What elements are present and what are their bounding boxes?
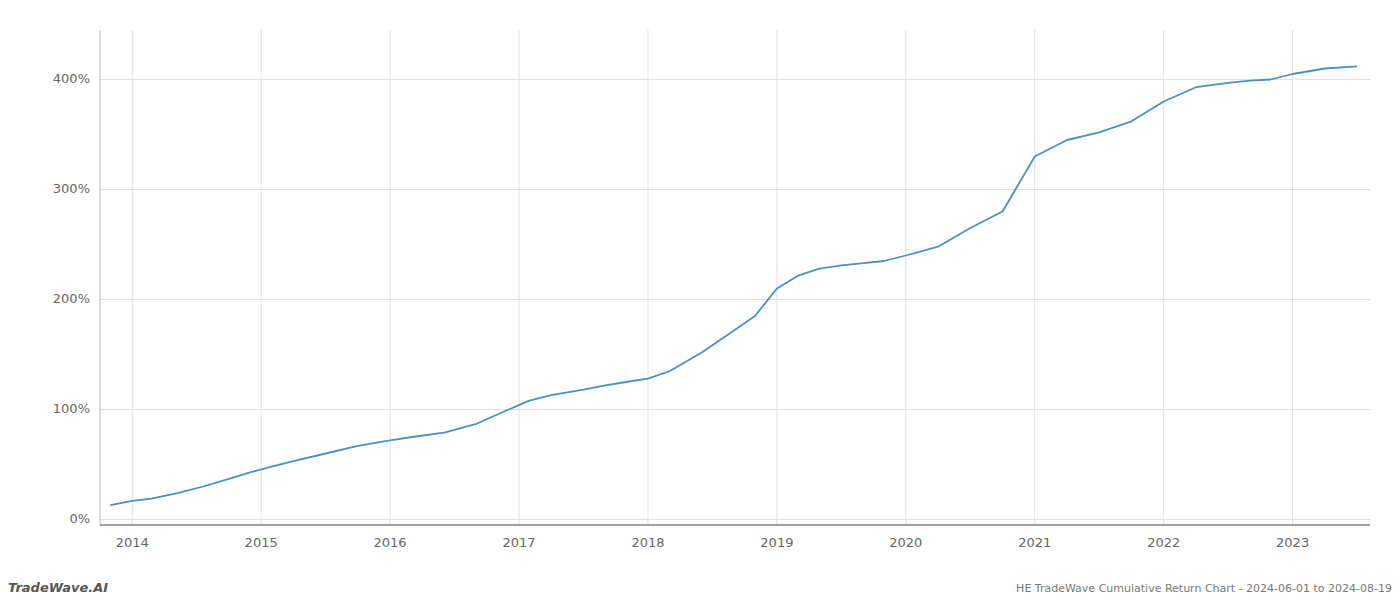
- y-tick-label: 300%: [53, 181, 90, 196]
- grid: [100, 30, 1370, 525]
- x-tick-label: 2014: [116, 535, 149, 550]
- x-tick-label: 2020: [889, 535, 922, 550]
- x-grid-line: [647, 30, 648, 525]
- y-grid-line: [100, 519, 1370, 520]
- x-tick-label: 2021: [1018, 535, 1051, 550]
- x-tick-label: 2023: [1276, 535, 1309, 550]
- x-tick-label: 2018: [631, 535, 664, 550]
- x-tick-label: 2015: [245, 535, 278, 550]
- x-axis-line: [100, 524, 1370, 525]
- chart: 0% 100% 200% 300% 400% 2014 2015 2016 2017 2018 20…: [0, 0, 1400, 600]
- x-tick-label: 2016: [374, 535, 407, 550]
- watermark: TradeWave.AI: [8, 580, 108, 595]
- x-grid-line: [905, 30, 906, 525]
- y-axis-line: [100, 30, 101, 525]
- x-tick-label: 2019: [760, 535, 793, 550]
- y-grid-line: [100, 299, 1370, 300]
- y-tick-label: 400%: [53, 71, 90, 86]
- x-grid-line: [519, 30, 520, 525]
- x-tick-label: 2017: [502, 535, 535, 550]
- x-grid-line: [1163, 30, 1164, 525]
- y-tick-label: 100%: [53, 401, 90, 416]
- x-grid-line: [132, 30, 133, 525]
- y-tick-label: 0%: [69, 511, 90, 526]
- data-line: [110, 66, 1357, 505]
- plot-area: [110, 66, 1357, 505]
- x-grid-line: [390, 30, 391, 525]
- x-grid-line: [261, 30, 262, 525]
- y-grid-line: [100, 79, 1370, 80]
- background: [0, 0, 1400, 600]
- y-grid-line: [100, 189, 1370, 190]
- y-tick-label: 200%: [53, 291, 90, 306]
- axes: 0% 100% 200% 300% 400% 2014 2015 2016 2017 2018 20…: [53, 30, 1370, 550]
- title: HE TradeWave Cumulative Return Chart - 2…: [1016, 582, 1392, 595]
- x-grid-line: [776, 30, 777, 525]
- x-tick-label: 2022: [1147, 535, 1180, 550]
- x-grid-line: [1034, 30, 1035, 525]
- y-grid-line: [100, 409, 1370, 410]
- x-grid-line: [1292, 30, 1293, 525]
